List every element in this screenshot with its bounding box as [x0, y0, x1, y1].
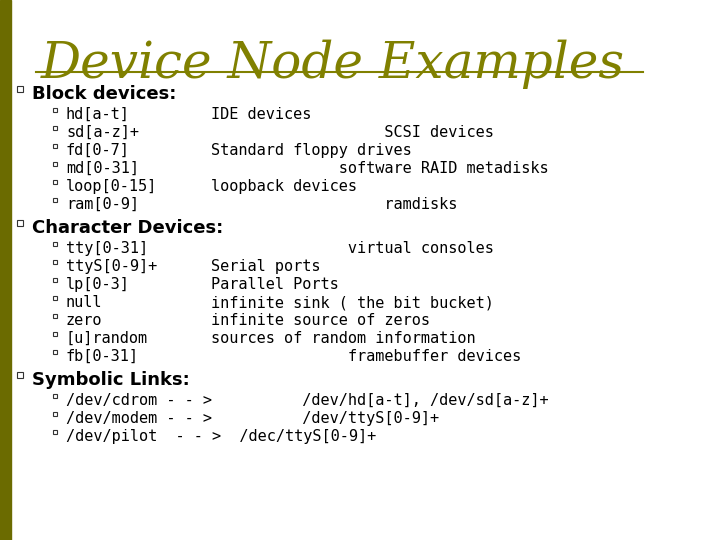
Text: infinite sink ( the bit bucket): infinite sink ( the bit bucket): [210, 295, 493, 310]
Text: /dev/cdrom - - >: /dev/cdrom - - >: [66, 393, 212, 408]
Text: sources of random information: sources of random information: [210, 331, 475, 346]
Text: Serial ports: Serial ports: [210, 259, 320, 274]
Text: loop[0-15]: loop[0-15]: [66, 179, 157, 194]
Bar: [17, 220, 23, 226]
Bar: [53, 242, 57, 246]
Bar: [53, 108, 57, 112]
Text: md[0-31]: md[0-31]: [66, 161, 139, 176]
Text: ram[0-9]: ram[0-9]: [66, 197, 139, 212]
Bar: [17, 86, 23, 92]
Text: zero: zero: [66, 313, 102, 328]
Text: framebuffer devices: framebuffer devices: [210, 349, 521, 364]
Text: software RAID metadisks: software RAID metadisks: [210, 161, 548, 176]
Bar: [53, 278, 57, 282]
Text: Block devices:: Block devices:: [32, 85, 176, 103]
Text: infinite source of zeros: infinite source of zeros: [210, 313, 430, 328]
Text: Standard floppy drives: Standard floppy drives: [210, 143, 411, 158]
Text: tty[0-31]: tty[0-31]: [66, 241, 148, 256]
Text: IDE devices: IDE devices: [210, 107, 311, 122]
Bar: [53, 332, 57, 336]
Text: null: null: [66, 295, 102, 310]
Text: [u]random: [u]random: [66, 331, 148, 346]
Text: /dev/pilot  - - >  /dec/ttyS[0-9]+: /dev/pilot - - > /dec/ttyS[0-9]+: [66, 429, 376, 444]
Bar: [53, 394, 57, 399]
Text: fd[0-7]: fd[0-7]: [66, 143, 130, 158]
Text: sd[a-z]+: sd[a-z]+: [66, 125, 139, 140]
Text: virtual consoles: virtual consoles: [210, 241, 493, 256]
Bar: [53, 430, 57, 434]
Bar: [53, 126, 57, 130]
Bar: [53, 162, 57, 166]
Bar: [0, 0, 11, 540]
Text: /dev/hd[a-t], /dev/sd[a-z]+: /dev/hd[a-t], /dev/sd[a-z]+: [210, 393, 548, 408]
Bar: [53, 296, 57, 300]
Text: Character Devices:: Character Devices:: [32, 219, 223, 237]
Text: /dev/modem - - >: /dev/modem - - >: [66, 411, 212, 426]
Text: ttyS[0-9]+: ttyS[0-9]+: [66, 259, 157, 274]
Bar: [53, 144, 57, 149]
Bar: [53, 260, 57, 264]
Text: lp[0-3]: lp[0-3]: [66, 277, 130, 292]
Bar: [53, 350, 57, 354]
Text: hd[a-t]: hd[a-t]: [66, 107, 130, 122]
Text: fb[0-31]: fb[0-31]: [66, 349, 139, 364]
Bar: [53, 180, 57, 184]
Text: loopback devices: loopback devices: [210, 179, 356, 194]
Bar: [53, 198, 57, 202]
Text: ramdisks: ramdisks: [210, 197, 457, 212]
Text: Device Node Examples: Device Node Examples: [41, 40, 625, 90]
Text: /dev/ttyS[0-9]+: /dev/ttyS[0-9]+: [210, 411, 438, 426]
Bar: [53, 411, 57, 416]
Text: Symbolic Links:: Symbolic Links:: [32, 371, 190, 389]
Bar: [17, 372, 23, 378]
Text: Parallel Ports: Parallel Ports: [210, 277, 338, 292]
Text: SCSI devices: SCSI devices: [210, 125, 493, 140]
Bar: [53, 314, 57, 318]
